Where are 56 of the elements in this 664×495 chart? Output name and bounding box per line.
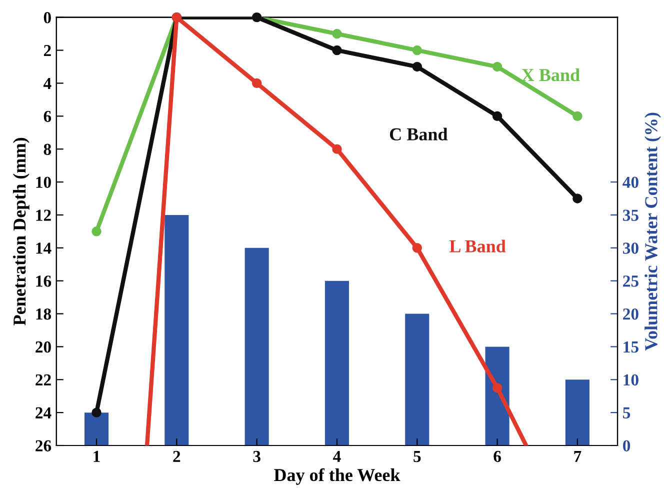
y-tick-label: 10 <box>36 176 51 188</box>
point <box>492 111 502 121</box>
y-tick-label: 6 <box>44 110 52 122</box>
y2-tick-label: 25 <box>623 276 638 287</box>
bar <box>324 280 350 446</box>
point <box>92 226 102 236</box>
y-tick-label: 22 <box>36 374 51 386</box>
y2-tick-label: 15 <box>624 341 638 353</box>
x-tick-label: 6 <box>494 450 501 462</box>
bar <box>405 314 430 446</box>
y2-tick-label: 20 <box>623 308 638 320</box>
y-tick-label: 4 <box>43 78 52 89</box>
y-tick-label: 2 <box>44 45 51 56</box>
x-tick-label: 1 <box>94 450 100 462</box>
y2-axis-title: Volumetric Water Content (%) <box>644 112 661 351</box>
series-label: X Band <box>522 68 580 82</box>
x-tick-label: 5 <box>414 451 421 462</box>
x-tick-label: 2 <box>173 450 180 462</box>
point <box>332 45 342 56</box>
point <box>252 78 262 88</box>
y-tick-label: 14 <box>36 242 52 254</box>
point <box>572 194 582 204</box>
y-tick-label: 8 <box>44 144 52 156</box>
point <box>492 383 502 393</box>
y2-tick-label: 10 <box>624 374 638 386</box>
y2-tick-label: 0 <box>623 440 630 452</box>
x-tick-label: 7 <box>574 451 582 462</box>
bar <box>244 248 269 446</box>
point <box>332 28 342 39</box>
bar <box>565 380 590 446</box>
point <box>492 62 502 72</box>
bar <box>84 412 109 446</box>
y-tick-label: 20 <box>36 341 51 353</box>
y2-tick-label: 40 <box>622 176 638 188</box>
point <box>412 62 422 72</box>
series-label: C Band <box>390 128 448 140</box>
y-tick-label: 26 <box>36 440 52 452</box>
point <box>572 111 582 121</box>
y2-tick-label: 30 <box>623 242 638 254</box>
y-tick-label: 18 <box>36 308 52 320</box>
x-tick-label: 4 <box>333 450 341 462</box>
series-label: L Band <box>450 240 506 252</box>
point <box>412 45 422 56</box>
x-axis-title: Day of the Week <box>274 468 400 485</box>
point <box>412 243 422 253</box>
y2-tick-label: 5 <box>623 407 630 419</box>
y-tick-label: 16 <box>36 276 52 287</box>
y-tick-label: 12 <box>36 210 51 221</box>
y-tick-label: 0 <box>44 12 51 24</box>
x-tick-label: 3 <box>253 450 260 462</box>
y-tick-label: 24 <box>36 407 52 418</box>
y-axis-title: Penetration Depth (mm) <box>12 138 30 326</box>
point <box>92 408 102 418</box>
bar <box>164 214 189 446</box>
point <box>332 144 342 154</box>
y2-tick-label: 35 <box>623 210 638 221</box>
